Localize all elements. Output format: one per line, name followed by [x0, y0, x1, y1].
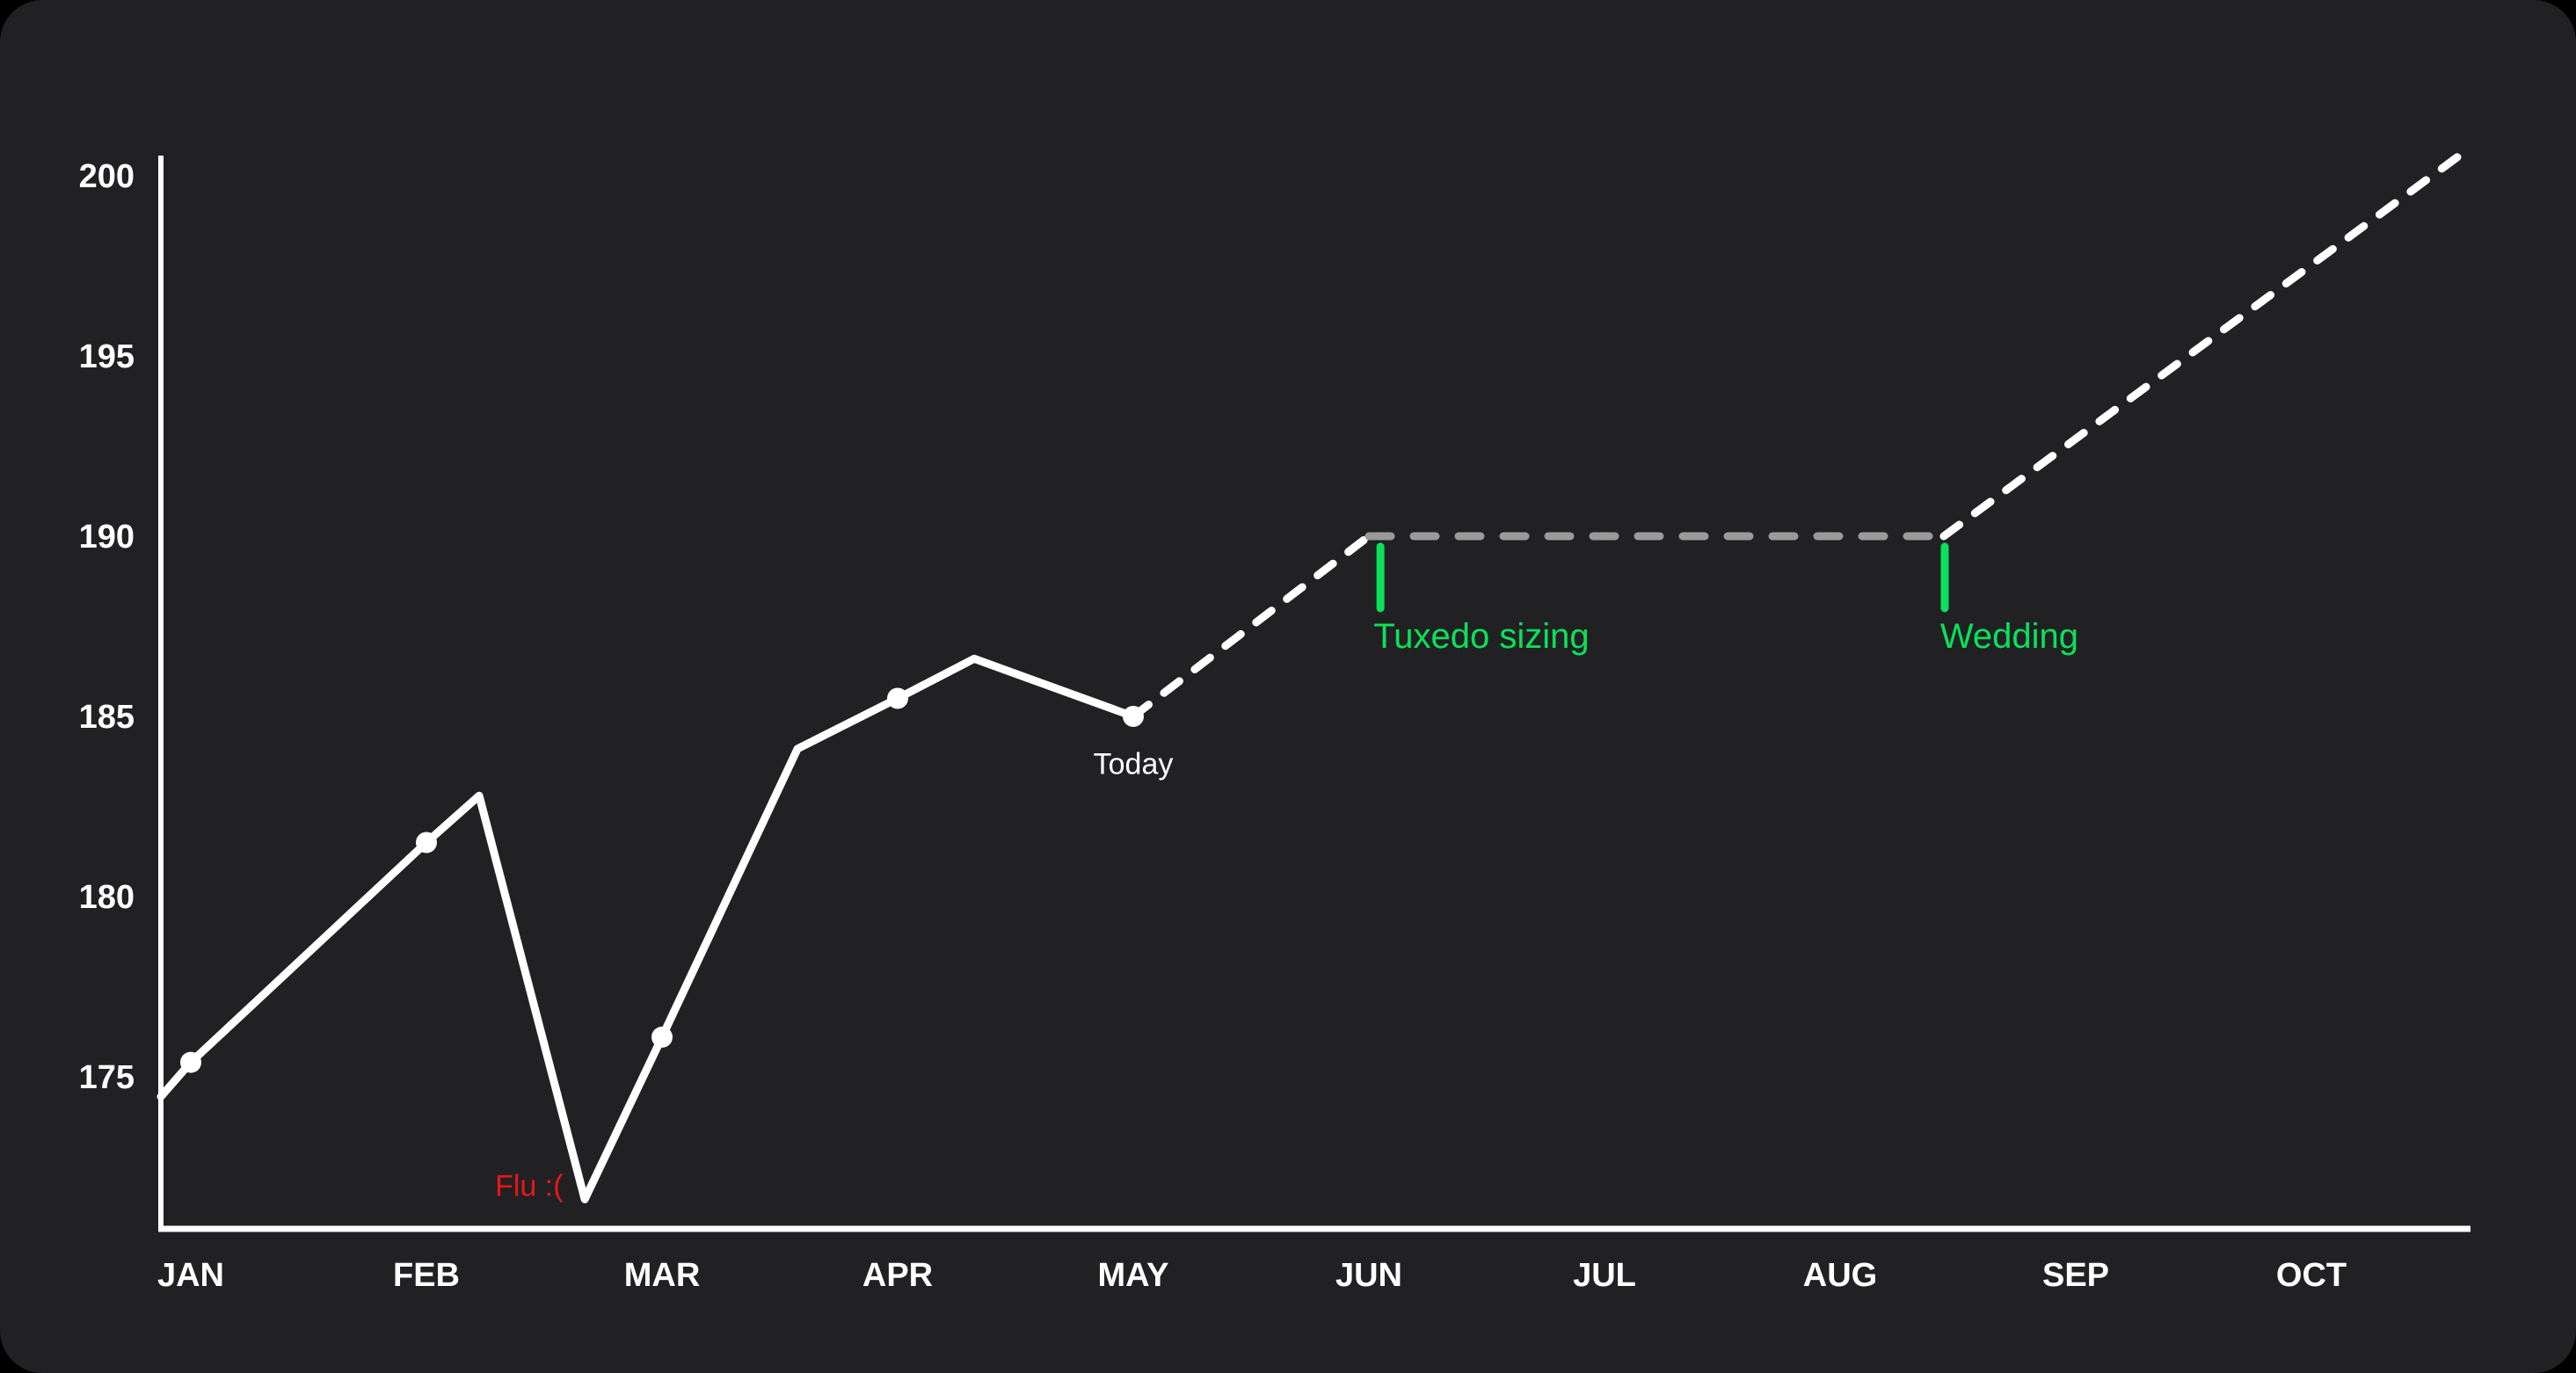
- recorded-weight-point: [1123, 706, 1144, 727]
- wedding-label: Wedding: [1940, 617, 2078, 656]
- tuxedo-sizing-label: Tuxedo sizing: [1373, 617, 1589, 656]
- x-tick-label: AUG: [1803, 1257, 1877, 1294]
- y-tick-label: 195: [79, 338, 135, 375]
- x-tick-label: JUL: [1573, 1257, 1636, 1294]
- y-tick-label: 180: [79, 879, 135, 916]
- recorded-weight-point: [180, 1051, 201, 1073]
- y-tick-label: 190: [79, 519, 135, 556]
- projection-after-wedding-line: [1939, 146, 2470, 541]
- projection-to-target-line: [1129, 532, 1373, 721]
- x-tick-label: SEP: [2042, 1257, 2109, 1294]
- recorded-weight-point: [651, 1026, 673, 1048]
- x-tick-label: JAN: [157, 1257, 224, 1294]
- flu-label: Flu :(: [495, 1169, 564, 1202]
- x-tick-label: OCT: [2276, 1257, 2347, 1294]
- x-tick-label: JUN: [1335, 1257, 1402, 1294]
- x-tick-label: MAY: [1098, 1257, 1169, 1294]
- recorded-weight-point: [416, 832, 437, 854]
- y-tick-label: 200: [79, 158, 135, 195]
- y-tick-label: 185: [79, 699, 135, 736]
- x-tick-label: FEB: [393, 1257, 460, 1294]
- x-tick-label: APR: [862, 1257, 933, 1294]
- recorded-weight-line: [156, 654, 1138, 1203]
- today-label: Today: [1094, 748, 1174, 781]
- x-tick-label: MAR: [624, 1257, 701, 1294]
- recorded-weight-point: [887, 687, 908, 709]
- y-tick-label: 175: [79, 1059, 135, 1096]
